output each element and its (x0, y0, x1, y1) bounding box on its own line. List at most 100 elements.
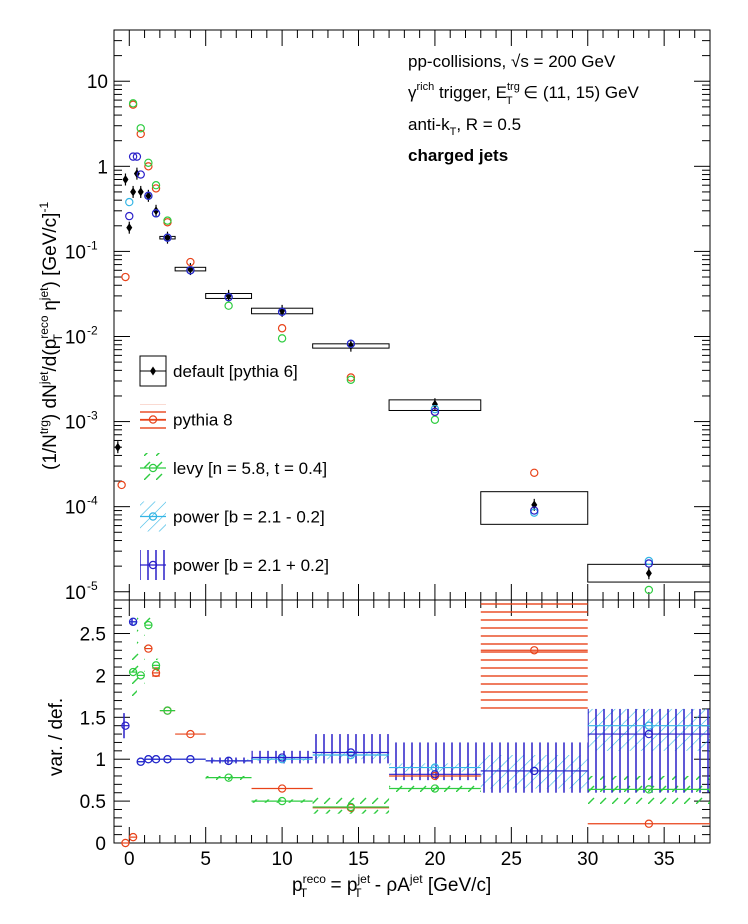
legend-label: power [b = 2.1 + 0.2] (173, 556, 329, 575)
legend-entry: pythia 8 (140, 404, 233, 435)
legend-label: pythia 8 (173, 411, 233, 430)
ratio-point (121, 721, 130, 730)
x-tick-label: 20 (424, 849, 445, 870)
default-point (122, 174, 129, 184)
series-point (644, 559, 654, 568)
series-point (644, 556, 654, 566)
default-sys-box (480, 491, 589, 525)
legend: default [pythia 6] pythia 8 levy [n = 5.8,… (139, 355, 329, 580)
ratio-band (136, 616, 145, 684)
ratio-point (136, 671, 145, 680)
annotation-algorithm: anti-kT, R = 0.5 (408, 115, 521, 138)
ratio-point (644, 785, 654, 794)
series-point (128, 99, 138, 108)
ratio-point (136, 757, 145, 766)
series-point (125, 211, 134, 221)
default-point (225, 291, 232, 301)
bottom-y-tick-label: 0.5 (80, 792, 106, 813)
legend-label: levy [n = 5.8, t = 0.4] (173, 459, 327, 478)
top-y-tick-exponent: -5 (87, 579, 98, 593)
top-y-tick-label: 10 (65, 583, 86, 604)
ratio-point (144, 644, 153, 653)
bottom-y-tick-label: 1 (95, 750, 106, 771)
series-point (186, 257, 195, 267)
legend-marker (148, 560, 158, 570)
ratio-point (144, 755, 153, 764)
ratio-point (644, 819, 654, 828)
ratio-bands (121, 600, 710, 814)
series-point (151, 180, 161, 190)
bottom-y-tick-label: 2.5 (80, 625, 106, 646)
ratio-point (346, 750, 356, 760)
bottom-axis-ticks: 0 0.5 1 1.5 2 2.5 0 5 10 15 20 25 30 35 (80, 600, 711, 870)
series-point (346, 375, 356, 384)
series-point (136, 124, 145, 133)
legend-entry: power [b = 2.1 - 0.2] (140, 501, 325, 532)
series-point (132, 152, 142, 161)
x-tick-label: 0 (124, 849, 135, 870)
legend-marker (148, 463, 158, 473)
default-point (431, 399, 438, 409)
ratio-point (128, 667, 138, 677)
series-point (125, 197, 134, 207)
ratio-point (121, 838, 130, 848)
top-y-tick-exponent: -2 (87, 323, 98, 337)
x-tick-label: 25 (501, 849, 522, 870)
series-point (186, 266, 195, 275)
series-point (151, 209, 161, 218)
series-point (430, 407, 440, 417)
series-point (224, 301, 233, 310)
ratio-point (277, 784, 287, 793)
annotation-jet-type: charged jets (408, 146, 508, 165)
ratio-point (151, 755, 161, 764)
ratio-point (186, 729, 195, 739)
legend-entry: power [b = 2.1 + 0.2] (140, 550, 329, 580)
ratio-point (530, 766, 539, 776)
default-point (145, 191, 152, 201)
series-point (277, 324, 287, 333)
ratio-point (430, 784, 440, 793)
x-axis-title: preco T = pjet T - ρAjet [GeV/c] (292, 872, 491, 900)
series-point (530, 506, 539, 515)
top-y-tick-label: 10 (65, 242, 86, 263)
x-tick-label: 30 (577, 849, 598, 870)
annotation-trigger: γrich trigger, Etrg T ∈ (11, 15) GeV (408, 81, 640, 107)
ratio-band (144, 616, 153, 630)
ratio-point (224, 756, 233, 766)
x-tick-label: 10 (272, 849, 293, 870)
ratio-point (186, 755, 195, 764)
series-point (117, 480, 126, 490)
ratio-point (163, 755, 172, 764)
top-y-tick-label: 10 (65, 413, 86, 434)
legend-label: power [b = 2.1 - 0.2] (173, 508, 325, 527)
default-point (130, 187, 137, 197)
x-tick-label: 5 (200, 849, 211, 870)
ratio-point (151, 668, 161, 678)
top-y-tick-exponent: -1 (87, 238, 98, 252)
legend-marker (148, 512, 158, 521)
series-point (346, 339, 356, 349)
series-point (430, 404, 440, 414)
series-point (530, 468, 539, 478)
ratio-point (346, 748, 356, 757)
ratio-point (644, 729, 654, 739)
series-point (163, 216, 172, 225)
ratio-point (151, 661, 161, 670)
series-point (144, 158, 153, 167)
ratio-point (430, 770, 440, 779)
top-y-tick-label: 10 (87, 72, 108, 93)
series-point (144, 191, 153, 201)
default-point (347, 341, 354, 351)
ratio-band (312, 796, 390, 814)
top-y-tick-label: 1 (97, 157, 108, 178)
ratio-point (128, 832, 138, 842)
ratio-band (587, 708, 710, 793)
series-point (128, 152, 138, 161)
legend-marker (150, 366, 156, 376)
ratio-point (144, 620, 153, 630)
ratio-point (224, 773, 233, 782)
default-point (126, 223, 133, 233)
top-y-tick-label: 10 (65, 498, 86, 519)
default-point (164, 233, 171, 243)
